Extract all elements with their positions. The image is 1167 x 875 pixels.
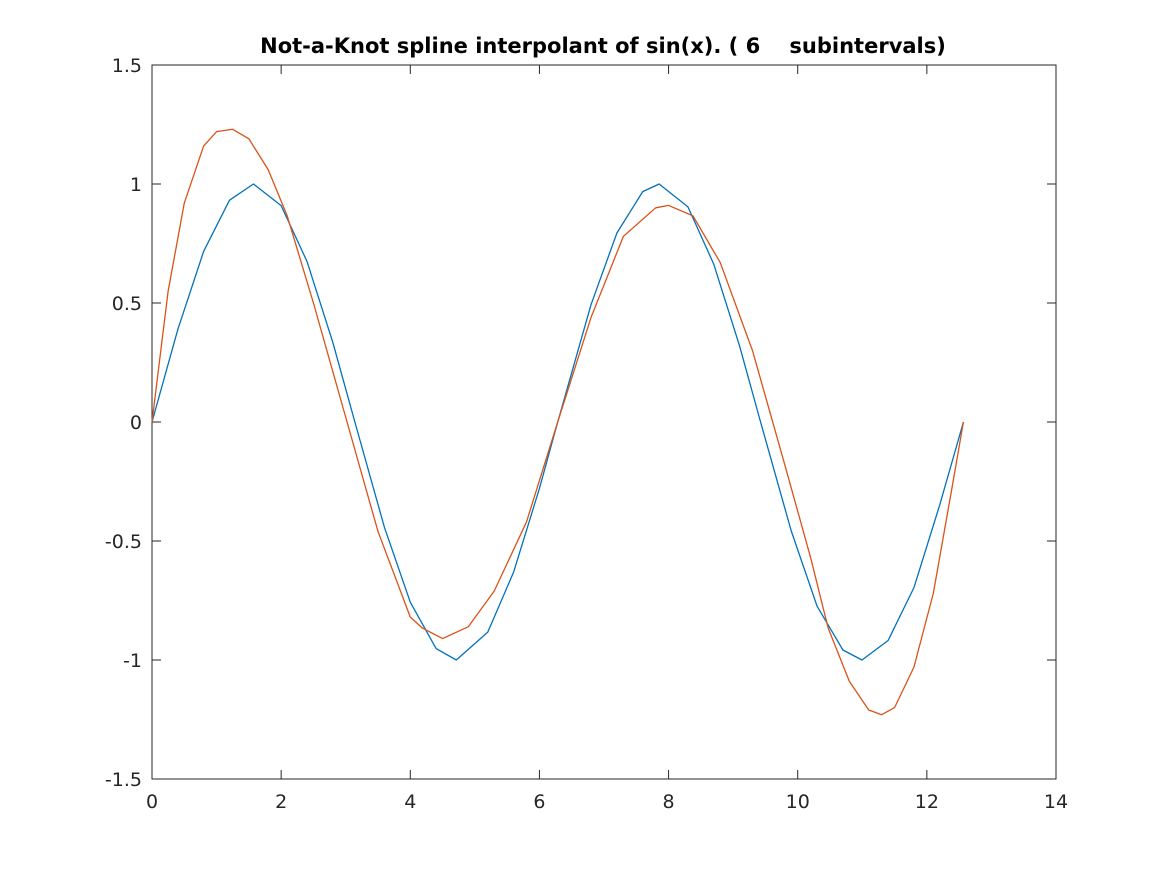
ticks [151, 64, 1057, 780]
x-tick-label: 4 [404, 791, 416, 813]
x-tick-label: 14 [1044, 791, 1068, 813]
y-tick-label: -1.5 [105, 769, 142, 791]
y-tick-label: 1 [130, 174, 142, 196]
y-tick-label: 0 [130, 412, 142, 434]
x-tick-label: 12 [915, 791, 939, 813]
x-tick-label: 2 [275, 791, 287, 813]
y-tick-label: -1 [123, 650, 142, 672]
x-tick-label: 0 [146, 791, 158, 813]
y-tick-label: 1.5 [112, 55, 142, 77]
plot-area [151, 64, 1057, 780]
series-group [151, 128, 965, 716]
y-tick-label: -0.5 [105, 531, 142, 553]
chart-title: Not-a-Knot spline interpolant of sin(x).… [260, 34, 946, 58]
y-tick-label: 0.5 [112, 293, 142, 315]
series-line-2 [151, 128, 965, 716]
tick-labels: 0 2 4 6 8 10 12 14 -1.5 -1 -0.5 0 0.5 1 1.5 [105, 55, 1068, 813]
x-tick-label: 8 [663, 791, 675, 813]
x-tick-label: 6 [533, 791, 545, 813]
x-tick-label: 10 [786, 791, 810, 813]
